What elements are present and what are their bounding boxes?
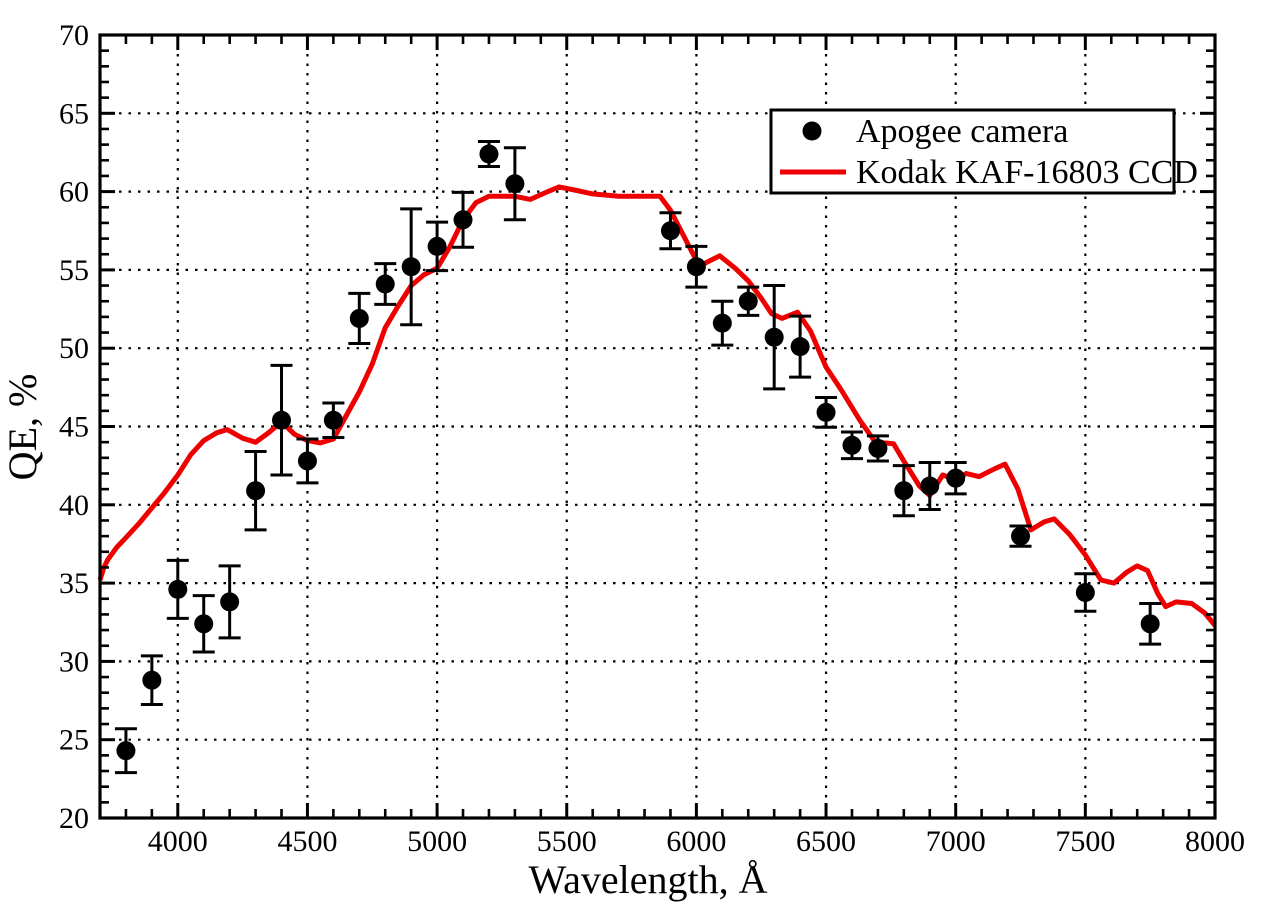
x-tick-labels: 4000 4500 5000 5500 6000 6500 7000 7500 8000	[148, 825, 1245, 858]
data-point	[453, 210, 473, 230]
x-tick-label: 4000	[148, 825, 208, 858]
y-tick-label: 60	[59, 176, 89, 209]
y-tick-label: 50	[59, 332, 89, 365]
data-point	[427, 236, 447, 256]
x-axis-title: Wavelength, Å	[529, 857, 768, 902]
x-tick-label: 5000	[407, 825, 467, 858]
y-tick-label: 20	[59, 802, 89, 835]
data-point	[868, 438, 888, 458]
data-point	[738, 291, 758, 311]
data-point	[479, 144, 499, 164]
data-point	[401, 257, 421, 277]
y-tick-label: 40	[59, 489, 89, 522]
data-point	[816, 402, 836, 422]
data-point	[686, 257, 706, 277]
legend-box	[769, 108, 1176, 195]
x-tick-label: 7500	[1055, 825, 1115, 858]
legend-label-apogee: Apogee camera	[856, 113, 1068, 150]
data-point	[246, 481, 266, 501]
data-point	[1075, 582, 1095, 602]
y-tick-label: 30	[59, 645, 89, 678]
x-tick-label: 6500	[796, 825, 856, 858]
data-point	[297, 451, 317, 471]
data-point	[168, 579, 188, 599]
y-tick-labels: 20 25 30 35 40 45 50 55 60 65 70	[59, 19, 89, 835]
data-point	[1011, 526, 1031, 546]
data-point	[842, 435, 862, 455]
x-tick-label: 4500	[277, 825, 337, 858]
data-point	[194, 614, 214, 634]
legend-marker-dot	[802, 121, 822, 141]
y-tick-label: 70	[59, 19, 89, 52]
data-point	[894, 481, 914, 501]
data-point	[1140, 614, 1160, 634]
x-tick-label: 8000	[1185, 825, 1245, 858]
data-point	[323, 410, 343, 430]
x-tick-label: 6000	[666, 825, 726, 858]
data-point	[946, 468, 966, 488]
y-tick-label: 65	[59, 97, 89, 130]
apogee-data-points	[116, 144, 1160, 761]
y-tick-label: 35	[59, 567, 89, 600]
data-point	[272, 410, 292, 430]
data-point	[142, 670, 162, 690]
x-tick-label: 5500	[537, 825, 597, 858]
data-point	[790, 337, 810, 357]
y-axis-title: QE, %	[0, 374, 45, 481]
data-point	[660, 221, 680, 241]
x-tick-label: 7000	[926, 825, 986, 858]
data-point	[764, 327, 784, 347]
data-point	[505, 174, 525, 194]
axis-ticks	[100, 35, 1215, 818]
ccd-qe-curve	[97, 184, 1217, 627]
y-tick-label: 45	[59, 411, 89, 444]
data-point	[375, 274, 395, 294]
legend-label-kodak: Kodak KAF-16803 CCD	[856, 154, 1198, 191]
data-point	[220, 592, 240, 612]
data-point	[349, 308, 369, 328]
legend: Apogee camera Kodak KAF-16803 CCD	[769, 108, 1198, 195]
apogee-error-bars	[114, 139, 1162, 775]
data-point	[116, 741, 136, 761]
data-point	[712, 313, 732, 333]
y-tick-label: 55	[59, 254, 89, 287]
y-tick-label: 25	[59, 724, 89, 757]
data-point	[920, 476, 940, 496]
